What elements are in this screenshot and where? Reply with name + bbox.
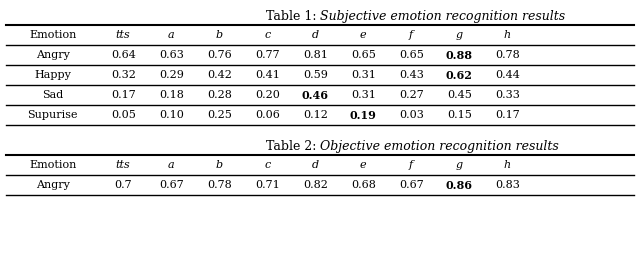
Text: 0.67: 0.67 xyxy=(159,180,184,190)
Text: 0.27: 0.27 xyxy=(399,90,424,101)
Text: e: e xyxy=(360,160,367,170)
Text: e: e xyxy=(360,30,367,41)
Text: h: h xyxy=(504,30,511,41)
Text: 0.65: 0.65 xyxy=(399,50,424,61)
Text: 0.82: 0.82 xyxy=(303,180,328,190)
Text: Subjective emotion recognition results: Subjective emotion recognition results xyxy=(320,10,565,23)
Text: f: f xyxy=(409,30,413,41)
Text: 0.17: 0.17 xyxy=(111,90,136,101)
Text: 0.46: 0.46 xyxy=(301,90,329,101)
Text: 0.29: 0.29 xyxy=(159,70,184,81)
Text: c: c xyxy=(264,160,270,170)
Text: h: h xyxy=(504,160,511,170)
Text: 0.77: 0.77 xyxy=(255,50,280,61)
Text: g: g xyxy=(456,30,463,41)
Text: 0.03: 0.03 xyxy=(399,110,424,121)
Text: c: c xyxy=(264,30,270,41)
Text: 0.68: 0.68 xyxy=(351,180,376,190)
Text: tts: tts xyxy=(116,30,131,41)
Text: 0.71: 0.71 xyxy=(255,180,280,190)
Text: 0.83: 0.83 xyxy=(495,180,520,190)
Text: 0.81: 0.81 xyxy=(303,50,328,61)
Text: 0.64: 0.64 xyxy=(111,50,136,61)
Text: 0.78: 0.78 xyxy=(207,180,232,190)
Text: 0.32: 0.32 xyxy=(111,70,136,81)
Text: 0.25: 0.25 xyxy=(207,110,232,121)
Text: 0.45: 0.45 xyxy=(447,90,472,101)
Text: f: f xyxy=(409,160,413,170)
Text: a: a xyxy=(168,30,175,41)
Text: 0.76: 0.76 xyxy=(207,50,232,61)
Text: 0.42: 0.42 xyxy=(207,70,232,81)
Text: 0.59: 0.59 xyxy=(303,70,328,81)
Text: 0.67: 0.67 xyxy=(399,180,424,190)
Text: 0.62: 0.62 xyxy=(446,70,472,81)
Text: 0.86: 0.86 xyxy=(445,179,473,191)
Text: d: d xyxy=(312,160,319,170)
Text: 0.88: 0.88 xyxy=(445,50,473,61)
Text: Table 1:: Table 1: xyxy=(266,10,320,23)
Text: Supurise: Supurise xyxy=(28,110,78,121)
Text: 0.18: 0.18 xyxy=(159,90,184,101)
Text: 0.15: 0.15 xyxy=(447,110,472,121)
Text: 0.41: 0.41 xyxy=(255,70,280,81)
Text: 0.7: 0.7 xyxy=(115,180,132,190)
Text: 0.05: 0.05 xyxy=(111,110,136,121)
Text: a: a xyxy=(168,160,175,170)
Text: Angry: Angry xyxy=(36,50,70,61)
Text: b: b xyxy=(216,30,223,41)
Text: tts: tts xyxy=(116,160,131,170)
Text: 0.31: 0.31 xyxy=(351,90,376,101)
Text: 0.28: 0.28 xyxy=(207,90,232,101)
Text: 0.44: 0.44 xyxy=(495,70,520,81)
Text: 0.43: 0.43 xyxy=(399,70,424,81)
Text: 0.78: 0.78 xyxy=(495,50,520,61)
Text: Angry: Angry xyxy=(36,180,70,190)
Text: d: d xyxy=(312,30,319,41)
Text: 0.10: 0.10 xyxy=(159,110,184,121)
Text: Table 2:: Table 2: xyxy=(266,140,320,153)
Text: 0.19: 0.19 xyxy=(350,110,376,121)
Text: 0.33: 0.33 xyxy=(495,90,520,101)
Text: b: b xyxy=(216,160,223,170)
Text: 0.12: 0.12 xyxy=(303,110,328,121)
Text: 0.63: 0.63 xyxy=(159,50,184,61)
Text: Emotion: Emotion xyxy=(29,30,77,41)
Text: 0.65: 0.65 xyxy=(351,50,376,61)
Text: Happy: Happy xyxy=(35,70,71,81)
Text: 0.31: 0.31 xyxy=(351,70,376,81)
Text: Objective emotion recognition results: Objective emotion recognition results xyxy=(320,140,559,153)
Text: g: g xyxy=(456,160,463,170)
Text: 0.17: 0.17 xyxy=(495,110,520,121)
Text: Emotion: Emotion xyxy=(29,160,77,170)
Text: 0.20: 0.20 xyxy=(255,90,280,101)
Text: Sad: Sad xyxy=(42,90,63,101)
Text: 0.06: 0.06 xyxy=(255,110,280,121)
